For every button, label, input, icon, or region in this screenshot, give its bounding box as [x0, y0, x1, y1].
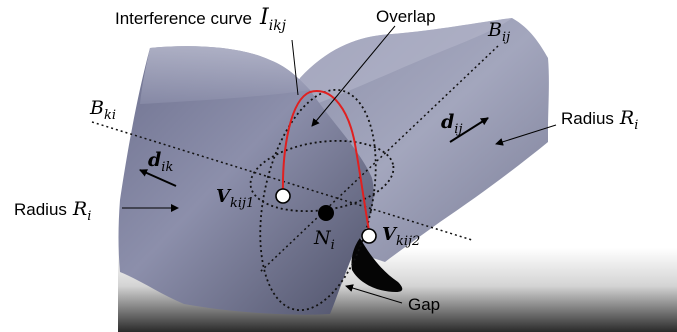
- label-n-i: Ni: [313, 227, 335, 253]
- label-d-ij: dij: [441, 111, 463, 137]
- label-overlap: Overlap: [376, 7, 436, 26]
- label-interference-curve: Interference curve Iikj: [115, 5, 287, 34]
- leader-radius-right: [495, 124, 557, 146]
- arrow-d-ik: [139, 169, 177, 187]
- left-cylinder-top: [140, 46, 310, 104]
- point-v-kij1: [275, 188, 291, 204]
- arrow-d-ij: [449, 117, 489, 143]
- label-radius-left: Radius Ri: [14, 198, 91, 224]
- label-d-ik: dik: [148, 149, 173, 175]
- interference-curve: [281, 90, 371, 237]
- label-b-ij: Bij: [487, 19, 510, 45]
- gap-region: [351, 238, 403, 292]
- label-v-kij2: Vkij2: [382, 224, 420, 249]
- label-gap: Gap: [408, 295, 440, 314]
- ellipse-vertical: [259, 88, 377, 312]
- leader-overlap: [311, 25, 396, 127]
- label-b-ki: Bki: [89, 97, 116, 123]
- leader-interference: [291, 39, 299, 96]
- point-n-i: [318, 205, 334, 221]
- label-radius-right: Radius Ri: [561, 107, 638, 133]
- axis-b-ki: [91, 121, 473, 241]
- leader-gap: [345, 284, 403, 304]
- label-v-kij1: Vkij1: [216, 186, 254, 211]
- right-cylinder-top: [300, 18, 512, 110]
- point-v-kij2: [361, 228, 377, 244]
- left-cylinder: [118, 46, 374, 315]
